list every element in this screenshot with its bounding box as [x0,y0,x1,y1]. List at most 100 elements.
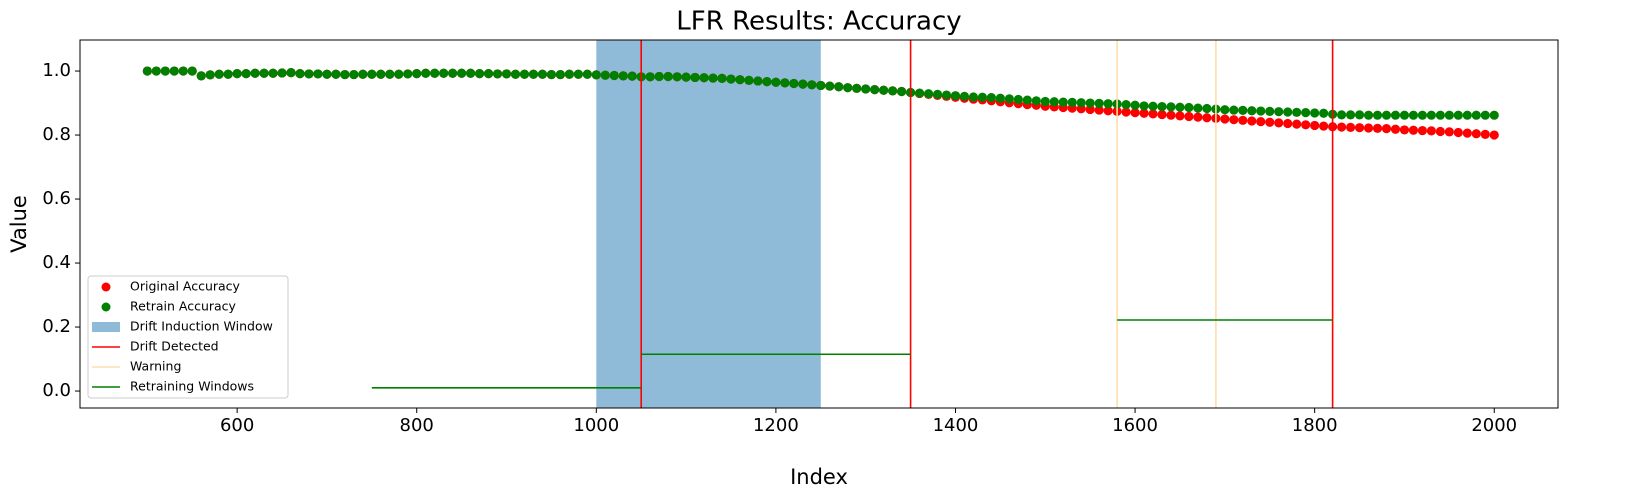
point [1408,110,1419,120]
y-tick-label: 0.2 [42,316,71,337]
point [385,69,395,79]
point [1013,94,1023,105]
point [582,69,592,79]
point [1274,107,1284,117]
point [1336,122,1347,132]
point [1121,107,1131,117]
point [1417,110,1428,120]
point [1256,117,1266,127]
point [510,69,521,79]
point [474,69,485,79]
point [941,90,952,100]
point [1175,111,1185,121]
point [762,77,772,87]
point [1094,105,1104,115]
point [367,69,377,79]
point [286,68,296,78]
point [1265,106,1275,116]
point [1471,129,1481,139]
point [1444,127,1454,137]
point [1166,110,1176,120]
y-tick-label: 0.6 [42,188,71,209]
point [349,69,359,80]
point [1345,122,1356,132]
point [421,68,431,78]
point [196,71,206,81]
point [483,69,494,79]
point [816,80,826,91]
point [1408,125,1419,135]
point [1103,106,1113,116]
point [1175,102,1185,112]
point [1031,96,1041,106]
point [1148,109,1158,119]
plot-area [142,40,1499,408]
point [600,70,610,80]
legend-label: Retrain Accuracy [130,299,237,314]
point [1471,110,1481,120]
x-tick-label: 1000 [573,415,619,436]
point [268,68,278,78]
legend-label: Drift Induction Window [130,319,273,334]
point [1049,97,1059,107]
point [870,85,880,95]
point [1319,121,1329,131]
x-tick-label: 1600 [1112,415,1158,436]
point [1354,110,1365,120]
point [1157,109,1167,120]
x-tick-label: 800 [400,415,434,436]
point [1319,108,1329,118]
point [1247,106,1257,116]
point [376,69,386,79]
point [968,92,979,102]
point [223,69,233,79]
point [1363,110,1374,120]
point [537,69,548,79]
point [932,89,943,99]
point [1462,128,1472,138]
point [1220,105,1230,115]
point [1076,98,1086,108]
point [1283,118,1293,129]
point [1480,110,1490,120]
point [645,72,655,82]
point [1238,115,1248,125]
point [897,86,907,97]
point [358,69,368,79]
point [466,68,476,78]
point [699,73,709,83]
point [1453,127,1463,138]
point [1184,102,1194,113]
y-tick-label: 0.4 [42,252,71,273]
point [205,70,215,80]
point [753,76,763,86]
point [232,69,242,79]
point [1238,105,1248,115]
point [1247,116,1257,126]
y-axis-label: Value [7,195,31,253]
point [187,66,197,76]
legend-label: Warning [130,359,181,374]
drift-induction-window [596,40,821,408]
point [1166,102,1176,112]
point [1292,119,1302,129]
legend-marker [101,302,111,312]
x-tick-label: 2000 [1471,415,1517,436]
legend-label: Retraining Windows [130,379,254,394]
point [1390,124,1401,134]
point [654,71,664,82]
point [430,68,440,78]
x-tick-label: 1400 [933,415,979,436]
point [1354,123,1365,133]
point [528,69,539,79]
point [852,83,862,93]
legend-marker [92,322,120,332]
point [798,79,808,89]
point [717,73,727,83]
point [1022,95,1032,105]
point [1058,97,1068,107]
point [681,72,691,82]
point [1103,99,1113,109]
point [1345,110,1356,120]
